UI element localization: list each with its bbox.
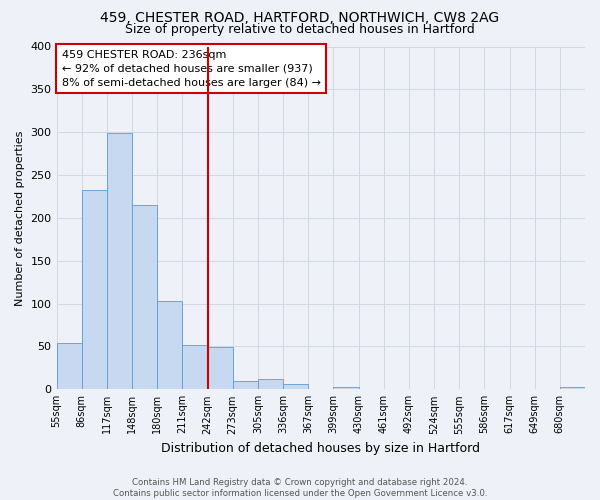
Bar	[56, 343, 82, 390]
Text: 459, CHESTER ROAD, HARTFORD, NORTHWICH, CW8 2AG: 459, CHESTER ROAD, HARTFORD, NORTHWICH, …	[100, 11, 500, 25]
X-axis label: Distribution of detached houses by size in Hartford: Distribution of detached houses by size …	[161, 442, 480, 455]
Bar	[334, 386, 359, 390]
Bar	[157, 301, 182, 390]
Bar	[132, 205, 157, 390]
Bar	[107, 133, 132, 390]
Y-axis label: Number of detached properties: Number of detached properties	[15, 130, 25, 306]
Bar	[560, 386, 585, 390]
Text: Contains HM Land Registry data © Crown copyright and database right 2024.
Contai: Contains HM Land Registry data © Crown c…	[113, 478, 487, 498]
Bar	[182, 344, 208, 390]
Text: 459 CHESTER ROAD: 236sqm
← 92% of detached houses are smaller (937)
8% of semi-d: 459 CHESTER ROAD: 236sqm ← 92% of detach…	[62, 50, 321, 88]
Bar	[208, 348, 233, 390]
Bar	[82, 190, 107, 390]
Text: Size of property relative to detached houses in Hartford: Size of property relative to detached ho…	[125, 22, 475, 36]
Bar	[283, 384, 308, 390]
Bar	[258, 379, 283, 390]
Bar	[233, 380, 258, 390]
